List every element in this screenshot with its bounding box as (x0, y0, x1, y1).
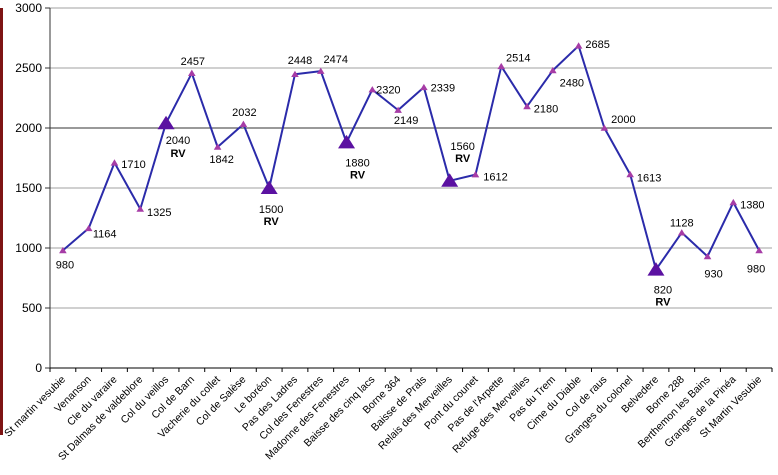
y-axis-tick-label: 1500 (15, 181, 42, 195)
data-point-marker (394, 106, 402, 113)
data-point-value-label: 2040 (166, 135, 190, 147)
y-axis-tick-label: 3000 (15, 1, 42, 15)
data-point-value-label: 2032 (232, 107, 256, 119)
y-axis-tick-label: 2500 (15, 61, 42, 75)
rv-point-marker (441, 173, 459, 187)
data-point-marker (574, 42, 583, 49)
y-axis-tick-label: 0 (35, 361, 42, 375)
data-point-value-label: 1880 (345, 157, 369, 169)
data-point-marker (729, 198, 738, 206)
data-point-value-label: 2000 (611, 114, 635, 126)
data-point-value-label: 2339 (431, 82, 455, 94)
rv-label: RV (264, 216, 280, 228)
data-point-marker (471, 171, 480, 178)
data-point-value-label: 1613 (637, 172, 661, 184)
y-axis-tick-label: 2000 (15, 121, 42, 135)
data-point-value-label: 2320 (376, 85, 400, 97)
data-point-value-label: 2448 (288, 55, 312, 67)
data-point-value-label: 1560 (450, 141, 474, 153)
data-point-value-label: 1612 (483, 172, 507, 184)
rv-point-marker (647, 262, 665, 276)
data-point-value-label: 2149 (394, 115, 418, 127)
elevation-line (62, 44, 760, 271)
y-axis-tick-label: 1000 (15, 241, 42, 255)
data-point-marker (188, 69, 196, 76)
data-point-marker (755, 246, 763, 254)
data-point-marker (316, 67, 325, 74)
data-point-marker (677, 229, 686, 236)
data-point-value-label: 1380 (740, 199, 764, 211)
data-point-value-label: 2474 (324, 54, 348, 66)
data-point-value-label: 1500 (259, 204, 283, 216)
data-point-marker (626, 170, 634, 178)
data-point-marker (368, 86, 377, 93)
rv-point-marker (157, 115, 175, 130)
data-point-value-label: 1128 (670, 218, 694, 230)
data-point-marker (213, 143, 222, 150)
data-point-value-label: 1325 (147, 207, 171, 219)
data-point-marker (59, 246, 67, 254)
rv-point-marker (260, 180, 278, 194)
data-point-marker (600, 124, 609, 131)
rv-label: RV (170, 148, 186, 160)
data-point-marker (110, 159, 119, 166)
data-point-value-label: 2457 (181, 56, 205, 68)
data-point-value-label: 1710 (121, 159, 145, 171)
data-point-marker (84, 224, 93, 232)
rv-label: RV (350, 169, 366, 181)
data-point-marker (523, 102, 531, 110)
data-point-value-label: 820 (654, 285, 672, 297)
y-axis-tick-label: 500 (22, 301, 42, 315)
data-point-marker (420, 83, 428, 91)
data-point-value-label: 1164 (93, 228, 117, 240)
data-point-value-label: 2514 (506, 52, 530, 64)
data-point-marker (497, 62, 506, 70)
data-point-marker (703, 252, 712, 260)
data-point-value-label: 2180 (534, 103, 558, 115)
data-point-marker (291, 70, 299, 78)
data-point-marker (136, 205, 145, 212)
rv-label: RV (655, 297, 671, 309)
data-point-marker (549, 66, 557, 74)
data-point-marker (239, 120, 248, 127)
data-point-value-label: 930 (704, 268, 722, 280)
data-point-value-label: 980 (747, 263, 765, 275)
data-point-value-label: 980 (56, 259, 74, 271)
left-edge-artifact (0, 8, 3, 435)
data-point-value-label: 1842 (209, 154, 233, 166)
data-point-value-label: 2480 (560, 77, 584, 89)
rv-point-marker (338, 134, 356, 149)
data-point-value-label: 2685 (585, 39, 609, 51)
rv-label: RV (455, 153, 471, 165)
